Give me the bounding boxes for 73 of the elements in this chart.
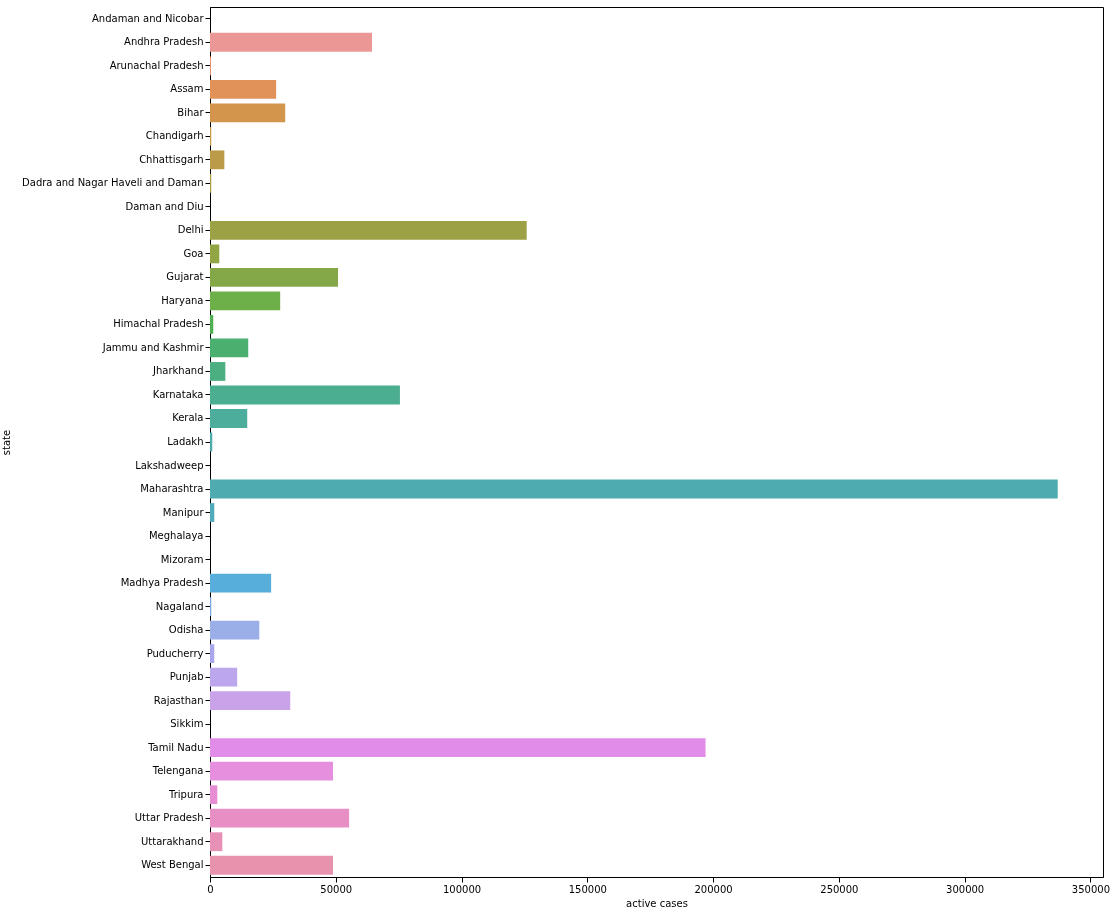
y-tick-label: Arunachal Pradesh xyxy=(109,59,204,71)
bar xyxy=(210,291,281,311)
y-tick-label: Telengana xyxy=(151,765,204,777)
y-tick-label: Chandigarh xyxy=(145,130,204,142)
bar xyxy=(210,32,372,52)
bar xyxy=(210,808,350,828)
y-tick-label: Gujarat xyxy=(166,271,204,283)
y-tick-label: Jharkhand xyxy=(152,365,204,377)
bar xyxy=(210,315,214,334)
y-axis-title: state xyxy=(1,429,13,456)
y-tick-label: Chhattisgarh xyxy=(139,153,204,165)
y-tick-label: Mizoram xyxy=(160,553,204,565)
bar xyxy=(210,338,249,358)
y-tick-label: Haryana xyxy=(161,294,204,306)
bar xyxy=(210,691,291,711)
bar xyxy=(210,362,226,381)
y-tick-label: Meghalaya xyxy=(148,530,204,542)
bar xyxy=(210,409,248,428)
bar xyxy=(210,244,220,264)
y-tick-label: Daman and Diu xyxy=(125,200,204,212)
bar xyxy=(210,785,218,805)
y-tick-label: Sikkim xyxy=(170,718,204,730)
y-tick-label: Puducherry xyxy=(146,647,204,659)
bar xyxy=(210,620,260,640)
x-tick-label: 200000 xyxy=(694,883,733,895)
bar xyxy=(210,79,277,99)
y-tick-label: Andhra Pradesh xyxy=(124,36,204,48)
bar xyxy=(210,103,286,123)
bar xyxy=(210,268,339,287)
y-tick-label: Lakshadweep xyxy=(135,459,204,471)
bar xyxy=(210,479,1058,499)
x-tick-label: 100000 xyxy=(442,883,482,895)
y-tick-label: Madhya Pradesh xyxy=(120,577,204,589)
x-axis-title: active cases xyxy=(626,897,688,909)
x-tick-label: 50000 xyxy=(320,883,353,895)
y-tick-label: Bihar xyxy=(177,106,205,118)
y-tick-label: Maharashtra xyxy=(140,483,204,495)
x-tick-label: 300000 xyxy=(946,883,985,895)
bar xyxy=(210,150,225,170)
x-tick-label: 0 xyxy=(207,883,214,895)
bar xyxy=(210,385,400,405)
y-tick-label: Delhi xyxy=(177,224,204,236)
y-tick-label: Assam xyxy=(170,83,204,95)
y-tick-label: West Bengal xyxy=(141,859,204,871)
bar xyxy=(210,667,238,687)
bar xyxy=(210,855,334,875)
x-tick-label: 250000 xyxy=(820,883,859,895)
bar xyxy=(210,738,706,758)
y-tick-label: Rajasthan xyxy=(153,694,204,706)
bar xyxy=(210,761,334,781)
y-tick-label: Ladakh xyxy=(167,436,204,447)
y-tick-label: Dadra and Nagar Haveli and Daman xyxy=(22,177,204,189)
x-tick-label: 350000 xyxy=(1071,883,1111,895)
y-tick-label: Himachal Pradesh xyxy=(113,318,204,330)
bar xyxy=(210,644,215,664)
y-tick-label: Odisha xyxy=(168,624,204,636)
y-tick-label: Karnataka xyxy=(152,388,204,400)
x-tick-label: 150000 xyxy=(568,883,607,895)
bar xyxy=(210,220,527,240)
y-tick-label: Tripura xyxy=(168,788,204,800)
bar xyxy=(210,573,272,593)
y-tick-label: Goa xyxy=(183,247,204,259)
y-tick-label: Uttar Pradesh xyxy=(134,812,204,824)
y-tick-label: Jammu and Kashmir xyxy=(101,341,205,353)
y-tick-label: Tamil Nadu xyxy=(147,741,204,753)
y-tick-label: Nagaland xyxy=(155,600,204,612)
bar xyxy=(210,503,215,522)
bar xyxy=(210,832,223,852)
y-tick-label: Manipur xyxy=(162,506,205,518)
y-tick-label: Kerala xyxy=(172,412,204,424)
y-tick-label: Punjab xyxy=(169,671,204,683)
y-tick-label: Andaman and Nicobar xyxy=(92,12,205,24)
y-tick-label: Uttarakhand xyxy=(141,835,204,847)
